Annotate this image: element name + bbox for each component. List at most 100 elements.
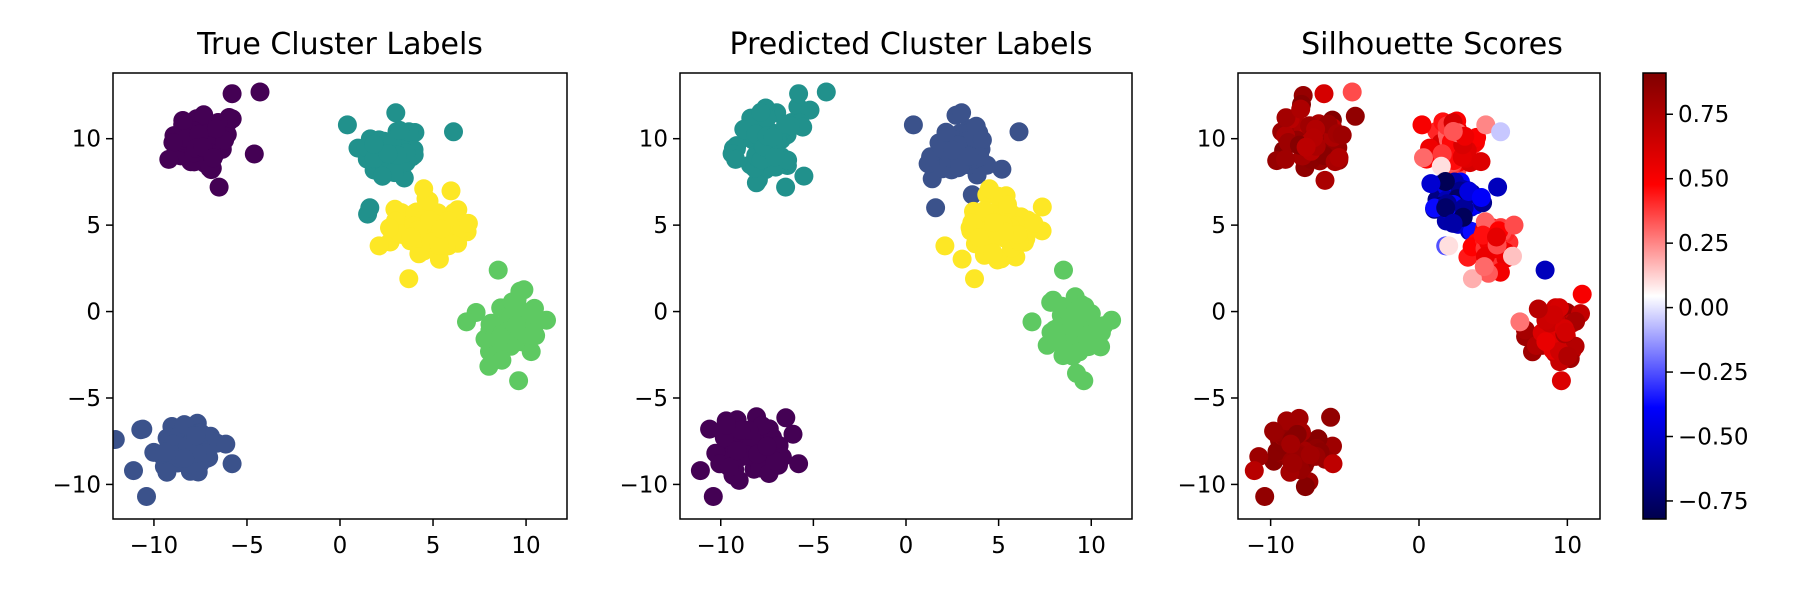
scatter-point — [765, 147, 785, 167]
scatter-point — [1032, 197, 1052, 217]
colorbar: 0.75 0.50 0.25 0.00 −0.25 −0.50 −0.75 — [1642, 72, 1748, 520]
scatter-point — [1556, 322, 1576, 342]
scatter-point — [992, 159, 1012, 179]
scatter-point — [969, 228, 989, 248]
scatter-point — [1474, 257, 1494, 277]
scatter-point — [492, 350, 512, 370]
scatter-point — [209, 177, 229, 197]
scatter-point — [1323, 454, 1343, 474]
y-tick-label: −10 — [52, 472, 101, 498]
scatter-point — [1431, 156, 1451, 176]
scatter-point — [1487, 227, 1506, 247]
scatter-point — [719, 457, 739, 477]
scatter-point — [936, 122, 956, 142]
scatter-point — [1244, 461, 1264, 481]
scatter-point — [378, 144, 398, 164]
scatter-point — [1558, 346, 1578, 366]
scatter-point — [1412, 115, 1432, 135]
scatter-point — [1009, 122, 1029, 142]
scatter-point — [1536, 332, 1556, 352]
colorbar-tick-label: 0.50 — [1678, 167, 1729, 193]
y-tick-label: 5 — [1211, 213, 1226, 239]
colorbar-tick-label: −0.75 — [1678, 489, 1748, 515]
scatter-point — [943, 140, 963, 160]
scatter-point — [414, 179, 434, 199]
scatter-point — [783, 424, 803, 444]
scatter-point — [1041, 292, 1061, 312]
y-tick-label: 0 — [1211, 300, 1226, 326]
scatter-point — [1476, 115, 1496, 135]
scatter-point — [1283, 453, 1303, 473]
scatter-point — [1510, 312, 1530, 332]
colorbar-tick-label: −0.50 — [1678, 425, 1748, 451]
scatter-point — [1535, 260, 1555, 280]
scatter-point — [133, 419, 153, 439]
scatter-point — [1314, 84, 1334, 104]
scatter-point — [1544, 305, 1564, 325]
scatter-point — [1295, 477, 1315, 497]
scatter-point — [1321, 407, 1341, 427]
scatter-point — [1053, 346, 1073, 366]
scatter-point — [776, 115, 796, 134]
scatter-point — [1054, 260, 1073, 280]
colorbar-tick-label: 0.00 — [1678, 296, 1729, 322]
scatter-point — [537, 310, 556, 330]
y-tick-label: 0 — [653, 300, 668, 326]
scatter-point — [776, 408, 796, 428]
scatter-point — [979, 179, 999, 199]
scatter-point — [998, 195, 1017, 214]
scatter-point — [1329, 148, 1349, 168]
x-tick-label: 10 — [1553, 533, 1582, 559]
scatter-point — [963, 213, 983, 233]
scatter-point — [380, 218, 399, 238]
chart-title: True Cluster Labels — [196, 27, 483, 62]
x-tick-label: 5 — [991, 533, 1006, 559]
x-tick-label: −10 — [696, 533, 745, 559]
scatter-point — [972, 130, 992, 150]
scatter-point — [390, 120, 410, 140]
scatter-point — [401, 227, 421, 247]
scatter-point — [216, 434, 236, 454]
scatter-point — [1315, 170, 1335, 190]
scatter-point — [984, 213, 1004, 233]
scatter-point — [1572, 284, 1592, 304]
scatter-point — [1291, 99, 1311, 119]
scatter-point — [935, 236, 955, 256]
scatter-point — [124, 461, 143, 481]
scatter-point — [1436, 198, 1456, 218]
x-tick-label: 0 — [1412, 533, 1427, 559]
scatter-point — [800, 100, 820, 120]
scatter-point — [441, 181, 461, 201]
scatter-point — [965, 269, 984, 289]
scatter-point — [757, 436, 777, 456]
scatter-panel-true-labels: True Cluster Labels −10 −5 0 5 10 10 5 0 −5 −10 — [52, 27, 568, 559]
scatter-point — [1022, 312, 1042, 332]
scatter-point — [1443, 213, 1463, 233]
y-tick-label: 5 — [653, 213, 668, 239]
scatter-point — [488, 260, 508, 280]
scatter-point — [952, 249, 972, 269]
scatter-point — [1491, 122, 1511, 142]
scatter-point — [157, 462, 177, 482]
y-tick-label: 10 — [72, 127, 101, 153]
scatter-point — [1503, 246, 1522, 266]
y-tick-label: −5 — [1192, 386, 1226, 412]
scatter-point — [789, 84, 809, 104]
x-tick-label: −5 — [796, 533, 830, 559]
scatter-point — [1264, 421, 1284, 441]
chart-title: Silhouette Scores — [1301, 27, 1563, 62]
scatter-point — [1300, 445, 1320, 465]
scatter-point — [159, 149, 179, 169]
scatter-point — [1443, 122, 1463, 141]
scatter-point — [250, 82, 270, 102]
scatter-point — [816, 82, 836, 102]
scatter-point — [1439, 236, 1459, 256]
scatter-point — [1488, 177, 1508, 197]
scatter-point — [207, 119, 226, 139]
scatter-point — [959, 146, 979, 166]
scatter-point — [1281, 434, 1301, 454]
colorbar-tick-label: 0.25 — [1678, 231, 1729, 257]
x-tick-label: 10 — [1077, 533, 1106, 559]
scatter-point — [751, 102, 771, 122]
